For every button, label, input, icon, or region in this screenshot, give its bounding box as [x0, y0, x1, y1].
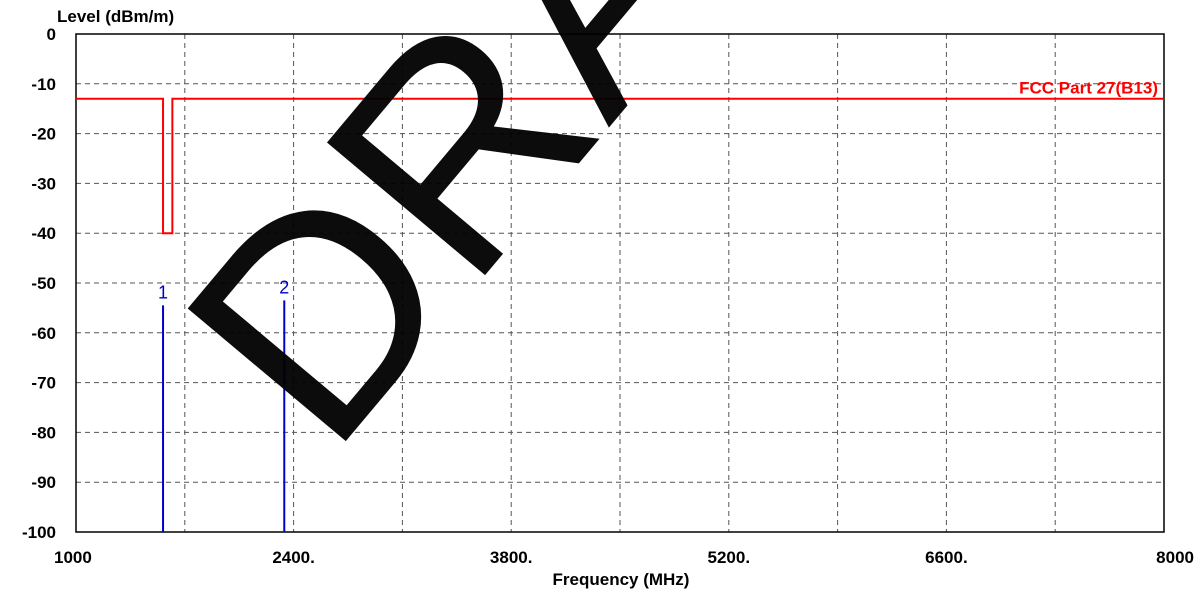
x-tick-label: 6600.	[925, 548, 968, 567]
y-tick-label: -100	[22, 523, 56, 542]
limit-line-label: FCC Part 27(B13)	[1019, 79, 1158, 98]
x-tick-label: 3800.	[490, 548, 533, 567]
series: FCC Part 27(B13) 1 2	[76, 79, 1164, 532]
x-tick-label: 5200.	[708, 548, 751, 567]
y-axis-title: Level (dBm/m)	[57, 7, 174, 26]
marker-2: 2	[279, 277, 289, 532]
y-tick-label: 0	[47, 25, 56, 44]
y-tick-label: -80	[31, 423, 56, 442]
y-tick-label: -40	[31, 224, 56, 243]
y-tick-label: -60	[31, 324, 56, 343]
x-tick-labels: 1000 2400. 3800. 5200. 6600. 8000	[54, 548, 1194, 567]
x-axis-title: Frequency (MHz)	[553, 570, 690, 589]
x-tick-label: 2400.	[272, 548, 315, 567]
limit-line	[76, 97, 1164, 235]
y-tick-label: -30	[31, 174, 56, 193]
marker-label: 2	[279, 277, 289, 297]
grid	[76, 34, 1164, 532]
y-tick-label: -10	[31, 75, 56, 94]
x-tick-label: 8000	[1156, 548, 1194, 567]
marker-label: 1	[158, 282, 168, 302]
plot-frame	[75, 33, 1165, 533]
x-tick-label: 1000	[54, 548, 92, 567]
marker-1: 1	[158, 282, 168, 532]
y-tick-label: -90	[31, 473, 56, 492]
draft-watermark: DRAFT	[122, 0, 1022, 501]
y-tick-label: -50	[31, 274, 56, 293]
y-tick-label: -20	[31, 125, 56, 144]
y-tick-label: -70	[31, 374, 56, 393]
y-tick-labels: 0 -10 -20 -30 -40 -50 -60 -70 -80 -90 -100	[22, 25, 56, 542]
